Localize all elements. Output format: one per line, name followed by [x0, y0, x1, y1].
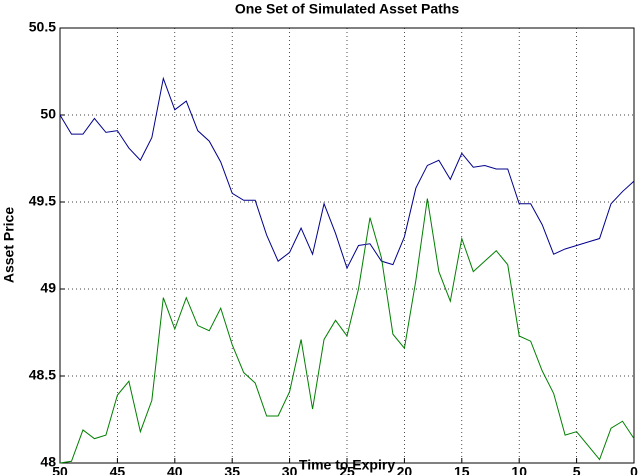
x-tick-label: 0: [630, 464, 638, 475]
x-tick-label: 20: [397, 464, 413, 475]
y-axis-label: Asset Price: [1, 207, 17, 283]
y-tick-label: 50: [40, 106, 56, 122]
series-line: [59, 76, 635, 270]
x-tick-label: 25: [339, 464, 355, 475]
y-tick-label: 48.5: [29, 367, 56, 383]
y-tick-label: 50.5: [29, 19, 56, 35]
x-tick-label: 40: [167, 464, 183, 475]
x-tick-label: 30: [282, 464, 298, 475]
x-tick-label: 50: [52, 464, 68, 475]
y-tick-label: 49: [40, 280, 56, 296]
x-tick-label: 5: [573, 464, 581, 475]
x-tick-label: 15: [454, 464, 470, 475]
y-tick-label: 49.5: [29, 193, 56, 209]
x-tick-label: 35: [224, 464, 240, 475]
plot-frame: [59, 27, 635, 464]
y-tick-label: 48: [40, 454, 56, 470]
series-line: [59, 198, 635, 464]
chart-title: One Set of Simulated Asset Paths: [235, 1, 460, 17]
x-tick-label: 10: [511, 464, 527, 475]
x-tick-label: 45: [110, 464, 126, 475]
x-axis-label: Time to Expiry: [299, 457, 395, 473]
